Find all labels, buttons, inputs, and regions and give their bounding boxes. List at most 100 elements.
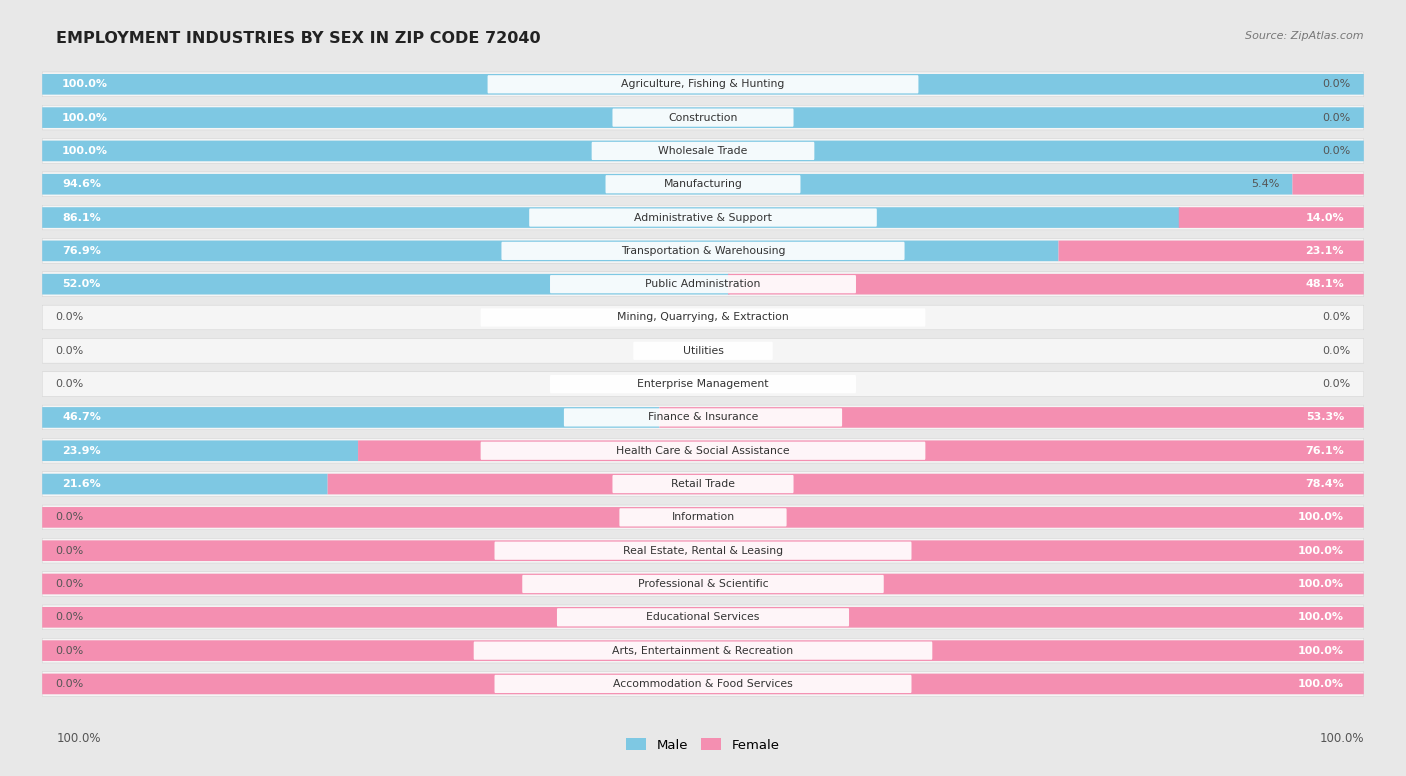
Text: 100.0%: 100.0% [1298, 512, 1344, 522]
Text: 53.3%: 53.3% [1306, 412, 1344, 422]
Text: 0.0%: 0.0% [55, 646, 83, 656]
FancyBboxPatch shape [42, 272, 1364, 296]
Text: 0.0%: 0.0% [55, 612, 83, 622]
FancyBboxPatch shape [659, 407, 1364, 428]
FancyBboxPatch shape [42, 274, 730, 295]
FancyBboxPatch shape [728, 274, 1364, 295]
FancyBboxPatch shape [495, 675, 911, 693]
Text: Manufacturing: Manufacturing [664, 179, 742, 189]
FancyBboxPatch shape [550, 375, 856, 393]
FancyBboxPatch shape [495, 542, 911, 559]
FancyBboxPatch shape [42, 107, 1364, 128]
FancyBboxPatch shape [1059, 241, 1364, 262]
FancyBboxPatch shape [42, 674, 1364, 695]
Text: Public Administration: Public Administration [645, 279, 761, 289]
Text: 0.0%: 0.0% [55, 512, 83, 522]
Text: 100.0%: 100.0% [62, 146, 108, 156]
FancyBboxPatch shape [42, 172, 1364, 196]
Text: 46.7%: 46.7% [62, 412, 101, 422]
Text: 0.0%: 0.0% [55, 679, 83, 689]
FancyBboxPatch shape [42, 405, 1364, 430]
FancyBboxPatch shape [633, 341, 773, 360]
Text: 0.0%: 0.0% [1323, 313, 1351, 323]
FancyBboxPatch shape [42, 573, 1364, 594]
FancyBboxPatch shape [522, 575, 884, 593]
FancyBboxPatch shape [474, 642, 932, 660]
FancyBboxPatch shape [557, 608, 849, 626]
Text: 78.4%: 78.4% [1305, 479, 1344, 489]
FancyBboxPatch shape [42, 507, 1364, 528]
FancyBboxPatch shape [550, 275, 856, 293]
FancyBboxPatch shape [42, 207, 1180, 228]
Text: 100.0%: 100.0% [62, 113, 108, 123]
FancyBboxPatch shape [564, 408, 842, 427]
Text: Source: ZipAtlas.com: Source: ZipAtlas.com [1246, 31, 1364, 41]
FancyBboxPatch shape [42, 639, 1364, 663]
FancyBboxPatch shape [613, 109, 793, 126]
Text: Construction: Construction [668, 113, 738, 123]
Text: 23.9%: 23.9% [62, 445, 101, 456]
FancyBboxPatch shape [42, 473, 328, 494]
FancyBboxPatch shape [613, 475, 793, 494]
FancyBboxPatch shape [42, 305, 1364, 330]
Text: 0.0%: 0.0% [55, 379, 83, 389]
Text: 0.0%: 0.0% [55, 346, 83, 356]
FancyBboxPatch shape [42, 640, 1364, 661]
Text: Transportation & Warehousing: Transportation & Warehousing [621, 246, 785, 256]
FancyBboxPatch shape [42, 607, 1364, 628]
FancyBboxPatch shape [42, 106, 1364, 130]
Text: 23.1%: 23.1% [1306, 246, 1344, 256]
FancyBboxPatch shape [42, 505, 1364, 530]
FancyBboxPatch shape [481, 442, 925, 460]
FancyBboxPatch shape [42, 338, 1364, 363]
Text: Agriculture, Fishing & Hunting: Agriculture, Fishing & Hunting [621, 79, 785, 89]
Text: Finance & Insurance: Finance & Insurance [648, 412, 758, 422]
FancyBboxPatch shape [42, 441, 359, 461]
Text: Wholesale Trade: Wholesale Trade [658, 146, 748, 156]
FancyBboxPatch shape [42, 671, 1364, 696]
FancyBboxPatch shape [42, 372, 1364, 397]
FancyBboxPatch shape [1178, 207, 1364, 228]
Text: 5.4%: 5.4% [1251, 179, 1279, 189]
Text: 94.6%: 94.6% [62, 179, 101, 189]
Text: 0.0%: 0.0% [55, 313, 83, 323]
Text: Professional & Scientific: Professional & Scientific [638, 579, 768, 589]
FancyBboxPatch shape [481, 308, 925, 327]
Text: 14.0%: 14.0% [1305, 213, 1344, 223]
Text: 48.1%: 48.1% [1305, 279, 1344, 289]
Text: 100.0%: 100.0% [1298, 546, 1344, 556]
Text: 0.0%: 0.0% [1323, 379, 1351, 389]
FancyBboxPatch shape [42, 438, 1364, 463]
Text: Enterprise Management: Enterprise Management [637, 379, 769, 389]
Text: 100.0%: 100.0% [1298, 679, 1344, 689]
FancyBboxPatch shape [328, 473, 1364, 494]
Text: Administrative & Support: Administrative & Support [634, 213, 772, 223]
Text: 0.0%: 0.0% [1323, 113, 1351, 123]
Text: 86.1%: 86.1% [62, 213, 101, 223]
FancyBboxPatch shape [620, 508, 786, 526]
FancyBboxPatch shape [42, 139, 1364, 163]
Text: Real Estate, Rental & Leasing: Real Estate, Rental & Leasing [623, 546, 783, 556]
FancyBboxPatch shape [488, 75, 918, 93]
FancyBboxPatch shape [606, 175, 800, 193]
FancyBboxPatch shape [42, 472, 1364, 497]
FancyBboxPatch shape [42, 140, 1364, 161]
Text: 0.0%: 0.0% [1323, 346, 1351, 356]
Text: EMPLOYMENT INDUSTRIES BY SEX IN ZIP CODE 72040: EMPLOYMENT INDUSTRIES BY SEX IN ZIP CODE… [56, 31, 541, 46]
Text: 76.1%: 76.1% [1305, 445, 1344, 456]
Text: Information: Information [672, 512, 734, 522]
FancyBboxPatch shape [42, 540, 1364, 561]
FancyBboxPatch shape [42, 72, 1364, 97]
Text: 100.0%: 100.0% [1298, 612, 1344, 622]
FancyBboxPatch shape [42, 238, 1364, 263]
FancyBboxPatch shape [1292, 174, 1364, 195]
FancyBboxPatch shape [42, 205, 1364, 230]
Text: Educational Services: Educational Services [647, 612, 759, 622]
FancyBboxPatch shape [502, 242, 904, 260]
Text: Accommodation & Food Services: Accommodation & Food Services [613, 679, 793, 689]
FancyBboxPatch shape [42, 407, 659, 428]
Text: Retail Trade: Retail Trade [671, 479, 735, 489]
Text: 52.0%: 52.0% [62, 279, 100, 289]
Legend: Male, Female: Male, Female [621, 733, 785, 757]
FancyBboxPatch shape [42, 539, 1364, 563]
